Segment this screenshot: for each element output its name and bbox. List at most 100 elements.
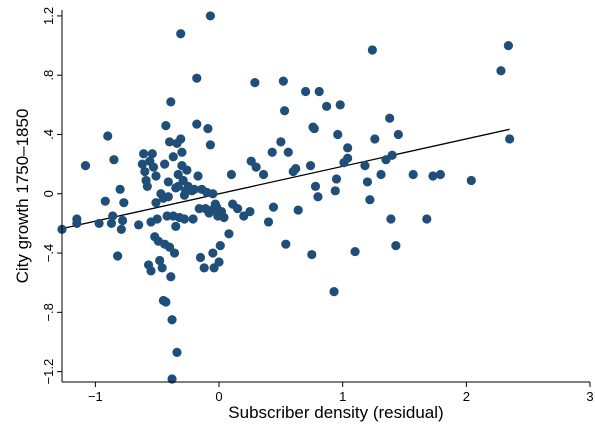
data-point: [208, 189, 218, 199]
x-tick-label: 1: [339, 389, 346, 404]
data-point: [267, 147, 277, 157]
points-layer: [57, 11, 515, 384]
data-point: [365, 195, 375, 205]
data-point: [362, 177, 373, 187]
x-tick-label: 3: [586, 389, 593, 404]
data-point: [142, 181, 152, 191]
data-point: [103, 131, 113, 141]
x-tick-label: −1: [88, 389, 103, 404]
data-point: [250, 78, 260, 88]
data-point: [214, 257, 224, 267]
data-point: [376, 169, 386, 180]
data-point: [140, 166, 150, 177]
data-point: [408, 169, 418, 180]
data-point: [387, 150, 397, 160]
x-tick-label: 0: [215, 389, 222, 404]
data-point: [219, 212, 229, 223]
data-point: [134, 220, 144, 230]
y-tick-label: .4: [41, 129, 56, 140]
data-point: [391, 241, 401, 251]
data-point: [117, 215, 128, 226]
data-point: [116, 224, 126, 234]
data-point: [268, 202, 279, 212]
data-point: [205, 11, 215, 21]
data-point: [94, 218, 104, 229]
data-point: [343, 143, 353, 153]
data-point: [72, 218, 82, 229]
data-point: [163, 192, 173, 202]
data-point: [171, 221, 181, 231]
data-point: [161, 121, 171, 131]
data-point: [330, 186, 340, 196]
data-point: [310, 181, 321, 191]
data-point: [148, 162, 159, 172]
data-point: [291, 163, 301, 174]
y-tick-label: −1.2: [41, 359, 56, 385]
y-tick-label: −.8: [41, 303, 56, 321]
data-point: [80, 161, 91, 171]
data-point: [167, 374, 177, 384]
data-point: [335, 100, 345, 110]
data-point: [137, 159, 147, 169]
data-point: [293, 205, 303, 215]
data-point: [113, 251, 123, 261]
data-point: [208, 248, 218, 258]
data-point: [300, 86, 311, 97]
data-point: [367, 45, 377, 55]
data-point: [176, 134, 186, 144]
data-point: [163, 177, 173, 187]
data-point: [161, 297, 171, 307]
data-point: [182, 165, 192, 175]
data-point: [251, 162, 261, 172]
fit-line: [61, 128, 510, 230]
data-point: [139, 149, 149, 159]
y-ticks: −1.2 −.8 −.4 0 .4 .8 1.2: [41, 7, 62, 385]
data-point: [199, 263, 209, 273]
data-point: [505, 134, 515, 144]
data-point: [263, 217, 274, 227]
y-tick-label: 0: [41, 190, 56, 197]
data-point: [193, 171, 203, 181]
data-point: [151, 198, 161, 208]
data-point: [386, 214, 396, 224]
data-point: [428, 171, 438, 181]
data-point: [331, 174, 342, 184]
data-point: [245, 206, 255, 217]
data-point: [422, 214, 432, 224]
data-point: [309, 123, 319, 134]
data-point: [279, 106, 290, 116]
data-point: [164, 137, 175, 147]
data-point: [278, 76, 288, 86]
data-point: [179, 214, 190, 224]
data-point: [281, 239, 291, 249]
data-point: [283, 147, 293, 157]
data-point: [307, 249, 317, 260]
data-point: [203, 123, 213, 134]
data-point: [215, 241, 225, 251]
data-point: [166, 97, 176, 107]
data-point: [385, 113, 395, 123]
data-point: [435, 169, 445, 180]
data-point: [370, 134, 380, 144]
data-point: [167, 315, 177, 325]
data-point: [195, 252, 206, 263]
data-point: [166, 272, 176, 282]
data-point: [322, 101, 332, 111]
data-point: [152, 214, 162, 224]
data-point: [168, 152, 178, 162]
data-point: [157, 263, 167, 273]
axes-layer: [61, 10, 590, 383]
data-point: [350, 246, 360, 257]
data-point: [176, 29, 186, 39]
data-point: [192, 73, 202, 83]
data-point: [503, 40, 513, 51]
data-point: [314, 86, 324, 97]
data-point: [155, 255, 165, 266]
data-point: [496, 66, 506, 76]
x-ticks: −1 0 1 2 3: [88, 382, 594, 404]
data-point: [276, 137, 286, 147]
data-point: [258, 169, 269, 180]
data-point: [313, 192, 323, 202]
data-point: [172, 347, 182, 357]
